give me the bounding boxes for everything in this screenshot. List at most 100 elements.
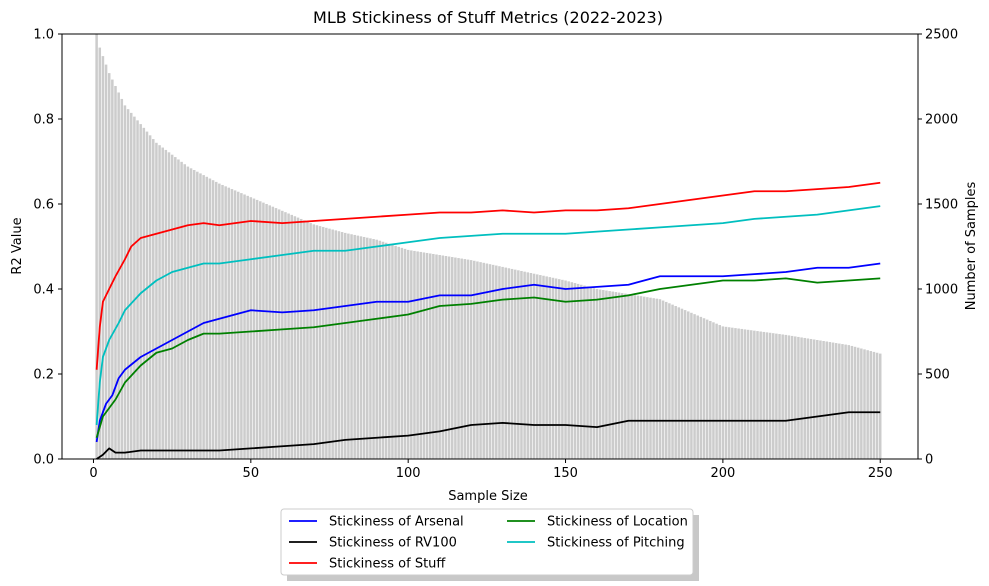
sample-count-bar [180,161,183,459]
sample-count-bar [611,291,614,459]
x-tick-label: 150 [553,466,578,481]
sample-count-bar [633,295,637,459]
sample-count-bar [705,319,709,459]
sample-count-bar [296,217,300,459]
sample-count-bar [104,64,108,459]
sample-count-bar [545,276,548,459]
sample-count-bar [529,273,533,459]
sample-count-bar [369,238,372,459]
sample-count-bar [148,135,152,459]
chart-title: MLB Stickiness of Stuff Metrics (2022-20… [313,8,663,27]
sample-count-bar [831,342,835,459]
sample-count-bar [161,147,164,459]
sample-count-bar [133,116,136,460]
sample-count-bar [806,338,810,459]
sample-count-bar [321,226,325,459]
sample-count-bar [196,171,199,459]
sample-count-bar [765,332,769,459]
sample-count-bar [428,253,432,459]
sample-count-bar [287,213,290,459]
sample-count-bar [869,351,873,459]
sample-count-bar [331,229,334,459]
y-right-tick-label: 1500 [925,198,958,213]
sample-count-bar [491,264,495,459]
sample-count-bar [164,149,168,459]
line-stickiness-of-pitching [95,205,881,426]
y-right-tick-label: 2500 [925,28,958,43]
sample-count-bar [337,231,341,459]
sample-count-bar [359,236,363,459]
sample-count-bar [318,226,322,459]
sample-count-bar [614,292,618,459]
sample-count-bar [693,314,696,459]
sample-count-bar [819,340,822,459]
sample-count-bar [649,297,652,459]
sample-count-bar [875,352,879,459]
sample-count-bar [595,289,599,459]
legend-item-stickiness-of-arsenal: Stickiness of Arsenal [289,515,464,530]
sample-count-bar [620,293,624,459]
sample-count-bar [274,208,278,459]
sample-count-bar [699,316,703,459]
y-tick-label: 0.8 [33,113,54,128]
sample-count-bar [255,199,259,460]
y-axis-right: 0 500 1000 1500 2000 2500 [918,28,958,468]
sample-count-bar [454,257,457,459]
sample-count-bar [570,282,574,459]
sample-count-bar [473,260,476,459]
sample-count-bar [605,290,608,459]
sample-count-bar [476,261,479,459]
x-tick-label: 250 [868,466,893,481]
sample-count-bar [356,235,360,459]
sample-count-bar [627,294,630,459]
sample-count-bar [343,232,347,459]
sample-count-bar [778,334,781,459]
sample-count-bar [444,256,448,459]
sample-count-bar [372,239,375,459]
sample-count-bar [781,334,784,459]
sample-count-bar [583,285,586,459]
sample-count-bar [362,236,366,459]
sample-count-bar [482,262,485,459]
sample-count-bar [674,306,677,459]
sample-count-bar [397,246,400,459]
sample-count-bar [303,220,306,459]
y-axis-right-label: Number of Samples [964,182,979,311]
sample-count-bar [677,307,681,459]
sample-count-bar [586,286,589,459]
sample-count-bar [170,154,174,459]
y-right-tick-label: 1000 [925,283,958,298]
sample-count-bar [233,190,237,459]
sample-count-bar [410,250,413,459]
sample-count-bar [602,290,605,459]
sample-count-bar [350,234,353,459]
sample-count-bar [513,269,517,459]
sample-count-bar [306,221,309,459]
sample-count-bar [731,327,734,459]
sample-count-bar [186,166,190,459]
sample-count-bar [683,310,687,459]
sample-count-bar [353,234,356,459]
sample-count-bar [504,267,507,459]
sample-count-bar [734,328,737,459]
sample-count-bar [111,79,114,459]
legend-label: Stickiness of Stuff [329,557,446,572]
sample-count-bar [866,350,869,459]
legend-box [280,508,694,576]
sample-count-bar [712,322,715,459]
sample-count-bar [479,262,482,459]
x-axis: 0 50 100 150 200 250 [89,459,893,481]
sample-count-bar [284,212,287,459]
sample-count-bar [240,193,243,459]
sample-count-bar [126,109,130,459]
y-right-tick-label: 2000 [925,113,958,128]
sample-count-bar [422,252,426,459]
sample-count-bar [554,278,558,459]
sample-count-bar [205,176,209,460]
y-tick-label: 0.0 [33,453,54,468]
sample-count-bar [790,335,794,459]
sample-count-bar [167,152,171,459]
sample-count-bar [438,255,441,459]
sample-count-bar [139,124,142,459]
x-axis-label: Sample Size [448,489,528,504]
